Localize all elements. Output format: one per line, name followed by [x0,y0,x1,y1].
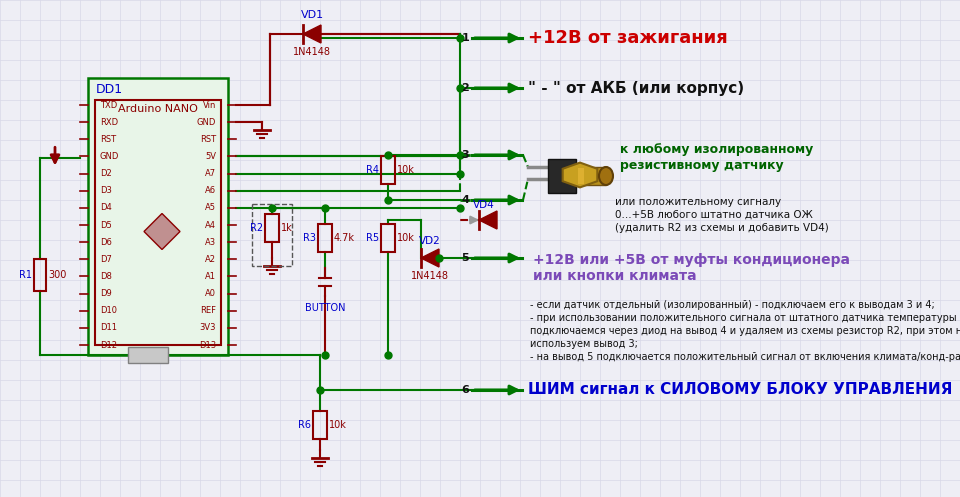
Text: R2: R2 [250,223,263,233]
Bar [265,214,279,242]
Text: VD4: VD4 [473,200,494,210]
Text: D13: D13 [199,340,216,349]
Bar [313,411,327,439]
Text: 5V: 5V [205,152,216,161]
Text: A4: A4 [205,221,216,230]
Text: или кнопки климата: или кнопки климата [533,269,697,283]
Bar [318,224,332,252]
Text: RST: RST [200,135,216,144]
Text: A2: A2 [205,255,216,264]
Text: D4: D4 [100,203,111,212]
Bar [381,224,395,252]
Polygon shape [144,214,180,249]
Text: 1: 1 [461,33,469,43]
Text: D2: D2 [100,169,111,178]
Bar [252,204,292,266]
Polygon shape [421,249,439,267]
Text: D10: D10 [100,306,117,315]
Text: R3: R3 [303,233,316,243]
Text: D3: D3 [100,186,112,195]
Text: используем вывод 3;: используем вывод 3; [530,339,637,349]
Text: 10k: 10k [329,420,347,430]
Text: D12: D12 [100,340,117,349]
Text: RXD: RXD [100,118,118,127]
Text: GND: GND [100,152,119,161]
Text: A1: A1 [205,272,216,281]
Text: 6: 6 [461,385,469,395]
Text: (удалить R2 из схемы и добавить VD4): (удалить R2 из схемы и добавить VD4) [615,223,828,233]
Text: 3: 3 [462,150,469,160]
Text: D5: D5 [100,221,111,230]
Text: D6: D6 [100,238,112,247]
Text: - если датчик отдельный (изолированный) - подключаем его к выводам 3 и 4;: - если датчик отдельный (изолированный) … [530,300,935,310]
Bar [34,259,46,291]
Text: Arduino NANO: Arduino NANO [118,104,198,114]
Text: R5: R5 [366,233,379,243]
Text: 1N4148: 1N4148 [411,271,449,281]
Text: 10k: 10k [397,233,415,243]
Polygon shape [303,25,321,43]
Bar [128,347,168,363]
Text: +12В от зажигания: +12В от зажигания [528,29,728,47]
Text: +12В или +5В от муфты кондиционера: +12В или +5В от муфты кондиционера [533,253,850,267]
Text: 1N4148: 1N4148 [293,47,331,57]
Text: 5: 5 [462,253,469,263]
Text: DD1: DD1 [96,83,123,96]
Text: TXD: TXD [100,100,117,109]
Text: A5: A5 [205,203,216,212]
Text: к любому изолированному: к любому изолированному [620,143,813,156]
Bar [548,159,576,193]
Text: GND: GND [197,118,216,127]
Text: 4.7k: 4.7k [334,233,355,243]
Text: D11: D11 [100,324,117,332]
Bar [88,78,228,355]
Text: A0: A0 [205,289,216,298]
Text: 2: 2 [461,83,469,93]
Text: A7: A7 [204,169,216,178]
Text: REF: REF [200,306,216,315]
Bar [576,167,606,185]
Text: VD2: VD2 [420,236,441,246]
Ellipse shape [599,167,613,185]
Polygon shape [479,211,497,229]
Text: - при использовании положительного сигнала от штатного датчика температуры -: - при использовании положительного сигна… [530,313,960,323]
Text: D9: D9 [100,289,111,298]
Polygon shape [563,163,597,187]
Text: 3V3: 3V3 [200,324,216,332]
Text: 4: 4 [461,195,469,205]
Text: VD1: VD1 [300,10,324,20]
Text: A3: A3 [204,238,216,247]
Text: BUTTON: BUTTON [304,303,346,313]
Text: подключаемся через диод на вывод 4 и удаляем из схемы резистор R2, при этом не: подключаемся через диод на вывод 4 и уда… [530,326,960,336]
Text: D7: D7 [100,255,112,264]
Text: 300: 300 [48,270,66,280]
Text: RST: RST [100,135,116,144]
Text: - на вывод 5 подключается положительный сигнал от включения климата/конд-ра;: - на вывод 5 подключается положительный … [530,352,960,362]
Text: ШИМ сигнал к СИЛОВОМУ БЛОКУ УПРАВЛЕНИЯ: ШИМ сигнал к СИЛОВОМУ БЛОКУ УПРАВЛЕНИЯ [528,383,952,398]
Text: 0...+5В любого штатно датчика ОЖ: 0...+5В любого штатно датчика ОЖ [615,210,813,220]
Bar [578,168,584,184]
Text: R4: R4 [366,165,379,175]
Text: R6: R6 [298,420,311,430]
Text: D8: D8 [100,272,112,281]
Text: Vin: Vin [203,100,216,109]
Text: R1: R1 [19,270,32,280]
Text: A6: A6 [204,186,216,195]
Text: 10k: 10k [397,165,415,175]
Text: резистивному датчику: резистивному датчику [620,160,783,172]
Text: 1k: 1k [281,223,293,233]
Text: " - " от АКБ (или корпус): " - " от АКБ (или корпус) [528,81,744,95]
Bar [95,100,221,345]
Text: или положительному сигналу: или положительному сигналу [615,197,781,207]
Bar [381,156,395,184]
